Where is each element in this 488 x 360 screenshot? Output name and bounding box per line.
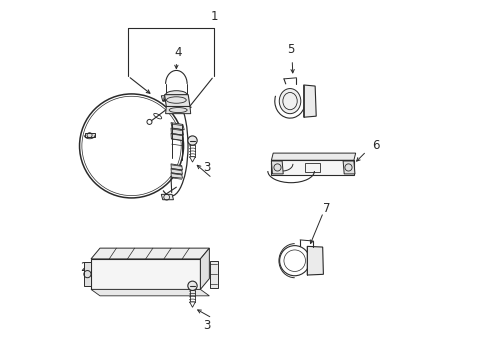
Polygon shape <box>271 161 283 174</box>
Circle shape <box>187 136 197 145</box>
Ellipse shape <box>165 91 187 99</box>
Polygon shape <box>343 161 354 174</box>
Polygon shape <box>171 168 182 174</box>
Polygon shape <box>85 134 94 137</box>
Polygon shape <box>164 95 190 107</box>
Polygon shape <box>189 157 195 162</box>
Polygon shape <box>306 246 323 275</box>
Text: 3: 3 <box>203 319 210 332</box>
Polygon shape <box>161 96 173 101</box>
Polygon shape <box>165 107 190 114</box>
Text: 5: 5 <box>287 42 294 55</box>
Circle shape <box>187 281 197 291</box>
Polygon shape <box>171 164 182 170</box>
Text: 4: 4 <box>174 46 182 59</box>
Bar <box>91 259 200 289</box>
Ellipse shape <box>279 89 300 114</box>
Bar <box>209 261 217 288</box>
Text: 2: 2 <box>80 261 87 274</box>
Polygon shape <box>91 289 209 296</box>
Polygon shape <box>171 173 182 178</box>
Polygon shape <box>91 248 209 259</box>
Polygon shape <box>171 128 183 135</box>
Polygon shape <box>171 134 183 140</box>
Bar <box>271 160 353 175</box>
Text: 6: 6 <box>371 139 378 152</box>
Polygon shape <box>189 302 195 307</box>
Polygon shape <box>271 153 355 160</box>
Polygon shape <box>83 262 91 286</box>
Bar <box>305 163 319 172</box>
Polygon shape <box>171 123 184 130</box>
Text: 7: 7 <box>323 202 330 215</box>
Polygon shape <box>200 248 209 289</box>
Text: 1: 1 <box>210 10 217 23</box>
Polygon shape <box>303 85 316 117</box>
Polygon shape <box>161 194 173 200</box>
Text: 3: 3 <box>203 161 210 174</box>
